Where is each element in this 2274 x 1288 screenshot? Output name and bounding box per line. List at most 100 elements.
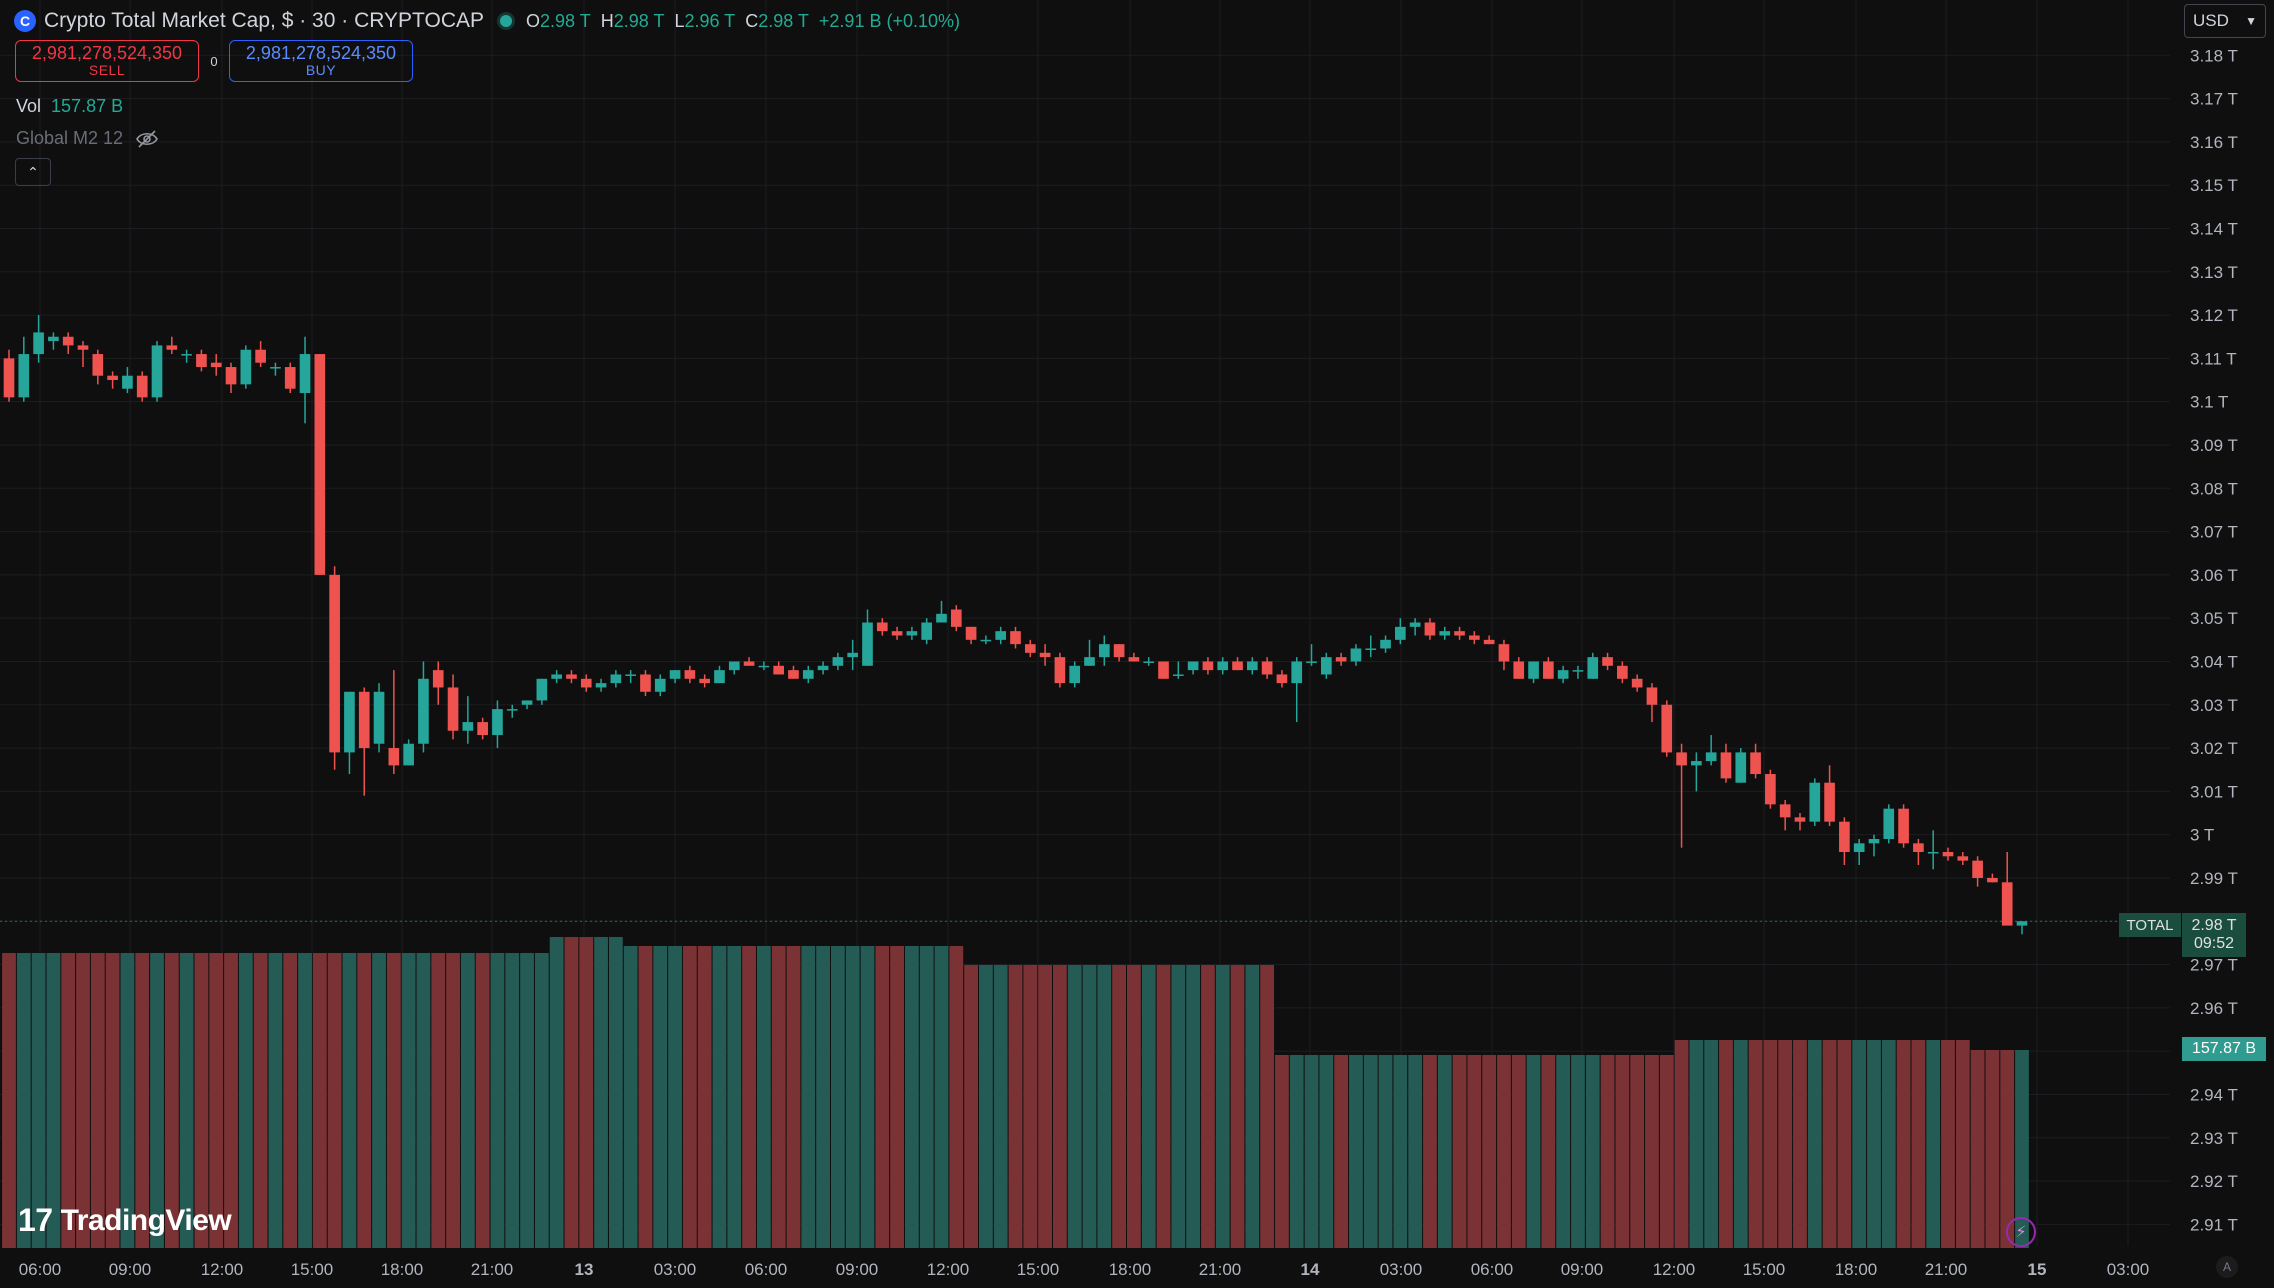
lightning-icon[interactable]: ⚡ [2006,1217,2036,1247]
candle-body [1202,661,1214,671]
candle-body [1631,678,1643,688]
time-tick-label: 06:00 [745,1260,788,1279]
volume-bar [1304,1055,1319,1248]
chart-header: C Crypto Total Market Cap, $ · 30 · CRYP… [14,6,960,36]
chevron-up-icon: ⌃ [27,163,39,180]
price-tick-label: 3.03 T [2190,696,2238,715]
candlestick-series [3,315,2028,935]
brand-name: TradingView [60,1203,232,1237]
candle-body [1794,817,1806,822]
candle-body [1735,752,1747,783]
volume-bar [46,953,61,1248]
auto-scale-button[interactable]: A [2216,1256,2238,1278]
candle-body [551,674,562,679]
time-axis: 06:00 09:00 12:00 15:00 18:00 21:00 13 03:00 06:… [19,1260,2150,1279]
candle-body [699,678,710,684]
volume-bar [505,953,520,1248]
time-tick-label: 15 [2028,1260,2047,1279]
candle-body [181,354,192,356]
candle-body [2016,921,2028,926]
volume-bar [1896,1040,1911,1248]
volume-bar [1881,1040,1896,1248]
volume-bar [727,946,742,1248]
volume-bar [1008,965,1023,1248]
candle-body [1957,856,1969,861]
candle-body [1602,657,1613,666]
price-tick-label: 3 T [2190,826,2214,845]
volume-bar [1156,965,1171,1248]
volume-bar [1319,1055,1334,1248]
time-tick-label: 12:00 [1653,1260,1696,1279]
volume-bar [756,946,771,1248]
global-m2-legend[interactable]: Global M2 12 [16,128,159,149]
volume-bar [1955,1040,1970,1248]
volume-bar [1748,1040,1763,1248]
global-m2-label: Global M2 12 [16,128,124,148]
volume-bar [1733,1040,1748,1248]
volume-bar [1526,1055,1541,1248]
volume-bar [1423,1055,1437,1248]
volume-bar [1674,1040,1689,1248]
volume-bar [1141,965,1156,1248]
candle-body [1350,648,1362,662]
volume-bar [697,946,712,1248]
volume-bar [934,946,949,1248]
candle-body [1232,661,1243,671]
volume-bar [1793,1040,1807,1248]
volume-bar [342,953,357,1248]
volume-bar [1807,1040,1822,1248]
volume-bar [179,953,194,1248]
candle-body [1469,635,1480,640]
candle-body [48,336,59,342]
volume-legend[interactable]: Vol 157.87 B [16,96,123,117]
candle-body [210,362,222,368]
candle-body [1809,782,1821,822]
volume-bar [76,953,90,1248]
sell-button[interactable]: 2,981,278,524,350 SELL [15,40,199,82]
ohlc-open: O2.98 T [526,10,591,31]
candle-body [151,345,163,398]
candle-body [832,657,844,666]
volume-bar [268,953,283,1248]
candle-body [1927,851,1939,854]
volume-bar [1970,1050,1985,1248]
buy-button[interactable]: 2,981,278,524,350 BUY [229,40,413,82]
candle-body [92,354,104,376]
volume-bar [105,953,120,1248]
last-price-value: 2.98 T [2191,916,2237,934]
candle-body [817,665,829,671]
price-tick-label: 3.18 T [2190,46,2238,65]
volume-bar [712,946,727,1248]
eye-hidden-icon[interactable] [135,129,159,149]
candle-body [862,622,873,666]
volume-bar [904,946,919,1248]
volume-bar [1985,1050,2000,1248]
candle-body [1661,704,1673,753]
volume-bars [2,937,2029,1248]
candle-body [610,674,622,684]
volume-bar [845,946,860,1248]
candle-body [506,709,518,711]
candle-body [255,349,266,363]
volume-bar [1215,965,1230,1248]
volume-bar [608,937,623,1248]
candle-body [1765,774,1776,805]
volume-bar [594,937,608,1248]
volume-bar [1038,965,1053,1248]
volume-bar [431,953,446,1248]
candle-body [196,354,207,368]
candle-body [1010,631,1021,645]
ohlc-high: H2.98 T [600,10,665,31]
volume-bar [682,946,697,1248]
candle-body [329,574,340,753]
collapse-legend-button[interactable]: ⌃ [15,158,51,186]
currency-select[interactable]: USD ▼ [2184,4,2266,38]
candle-body [625,674,636,676]
price-tick-label: 3.1 T [2190,393,2228,412]
volume-bar [742,946,756,1248]
tradingview-logo[interactable]: 17 TradingView [18,1202,232,1239]
symbol-title[interactable]: Crypto Total Market Cap, $ · 30 · CRYPTO… [44,9,484,32]
volume-bar [1511,1055,1526,1248]
volume-bar [1408,1055,1423,1248]
